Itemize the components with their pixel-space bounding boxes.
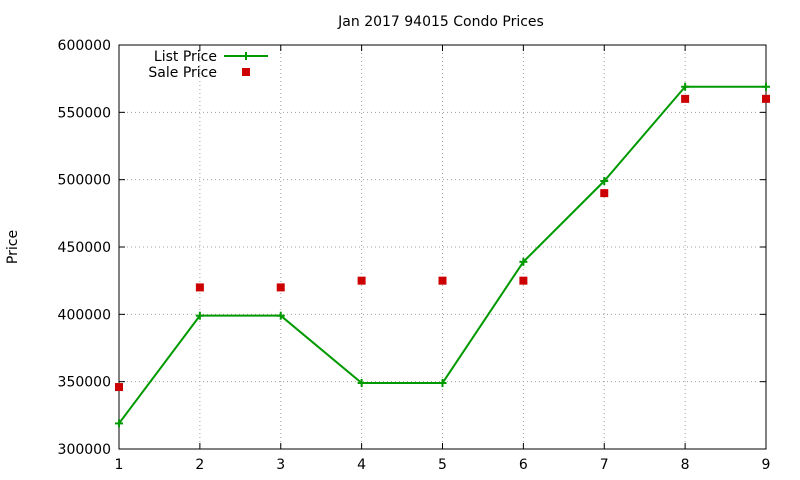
y-tick-label: 550000 — [58, 105, 111, 121]
y-axis-label: Price — [5, 230, 21, 264]
axes: 300000 350000 400000 450000 500000 550000 6000… — [58, 38, 771, 473]
x-tick-label: 7 — [600, 457, 609, 473]
y-tick-label: 600000 — [58, 38, 111, 54]
legend-label-sale-price: Sale Price — [148, 65, 217, 81]
sale-price-point — [600, 189, 609, 198]
x-tick-label: 9 — [762, 457, 771, 473]
list-price-point — [276, 311, 285, 320]
list-price-point — [681, 82, 690, 91]
list-price-point — [357, 379, 366, 388]
sale-price-point — [438, 276, 447, 285]
sale-price-point — [357, 276, 366, 285]
y-tick-label: 300000 — [58, 442, 111, 458]
list-price-point — [195, 311, 204, 320]
sale-price-point — [519, 276, 528, 285]
x-tick-label: 5 — [438, 457, 447, 473]
sale-price-point — [195, 283, 204, 292]
list-price-point — [519, 257, 528, 266]
list-price-point — [600, 177, 609, 186]
sale-price-point — [762, 94, 770, 103]
x-tick-label: 6 — [519, 457, 528, 473]
series — [115, 82, 770, 428]
legend-swatch-sale-price — [242, 68, 250, 76]
legend-label-list-price: List Price — [154, 49, 217, 65]
x-tick-label: 8 — [681, 457, 690, 473]
x-tick-label: 4 — [357, 457, 366, 473]
list-price-point — [762, 82, 770, 91]
list-price-point — [115, 419, 123, 428]
x-tick-label: 2 — [195, 457, 204, 473]
x-tick-label: 1 — [115, 457, 124, 473]
y-tick-label: 400000 — [58, 307, 111, 323]
legend-marker-list-price — [242, 52, 250, 60]
sale-price-point — [115, 383, 123, 392]
sale-price-point — [276, 283, 285, 292]
x-tick-label: 3 — [276, 457, 285, 473]
y-tick-label: 350000 — [58, 375, 111, 391]
chart-title: Jan 2017 94015 Condo Prices — [337, 14, 544, 30]
sale-price-point — [681, 94, 690, 103]
y-tick-label: 500000 — [58, 173, 111, 189]
y-tick-label: 450000 — [58, 240, 111, 256]
list-price-point — [438, 379, 447, 388]
